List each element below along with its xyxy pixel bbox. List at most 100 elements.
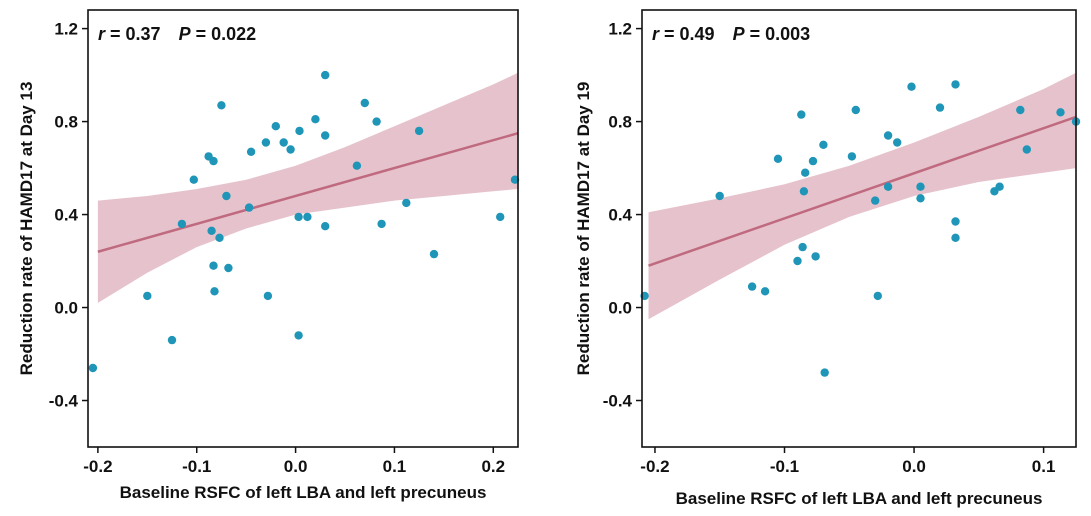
- right-data-point: [798, 242, 807, 252]
- left-stats-annotation: r = 0.37 P = 0.022: [98, 24, 256, 44]
- left-stat-r-label: r: [98, 24, 106, 44]
- right-y-tick-label: 0.0: [608, 299, 632, 318]
- left-x-tick-label: -0.2: [83, 457, 112, 476]
- right-data-point: [715, 191, 724, 201]
- right-y-tick-label: 0.8: [608, 113, 632, 132]
- left-data-point: [372, 117, 381, 126]
- right-y-axis-title: Reduction rate of HAMD17 at Day 19: [574, 82, 593, 376]
- right-data-point: [871, 196, 880, 205]
- left-data-point: [496, 212, 505, 222]
- left-data-point: [279, 138, 288, 147]
- right-data-point: [847, 152, 857, 161]
- right-data-point: [995, 182, 1004, 191]
- right-stat-r-label: r: [652, 24, 660, 44]
- right-x-tick-label: 0.1: [1032, 457, 1056, 476]
- right-data-point: [951, 80, 960, 89]
- right-panel: -0.2 -0.1 0.0 0.1 -0.4 0.0 0.4 0.8 1.2 r = 0.49 P …: [574, 9, 1081, 508]
- left-y-tick-label: 0.8: [54, 113, 78, 132]
- right-stat-p-value: = 0.003: [745, 24, 811, 44]
- left-x-axis-title: Baseline RSFC of left LBA and left precu…: [120, 483, 487, 502]
- left-panel: -0.2 -0.1 0.0 0.1 0.2 -0.4 0.0 0.4 0.8 1.2 r = 0.3…: [17, 9, 520, 502]
- left-data-point: [209, 261, 218, 270]
- right-x-tick-label: 0.0: [902, 457, 926, 476]
- left-x-tick-label: 0.1: [383, 457, 407, 476]
- left-data-point: [207, 226, 216, 235]
- left-data-point: [352, 161, 362, 170]
- right-data-point: [951, 217, 960, 226]
- left-data-point: [311, 115, 320, 124]
- right-y-tick-label: 1.2: [608, 20, 632, 39]
- left-stat-r-value: = 0.37: [105, 24, 161, 44]
- left-data-point: [303, 212, 312, 222]
- left-y-tick-label: 0.4: [54, 206, 78, 225]
- left-data-point: [143, 291, 152, 301]
- right-data-point: [747, 282, 757, 291]
- right-plot-frame: [641, 9, 1077, 448]
- right-data-point: [819, 140, 828, 149]
- left-x-tick-label: 0.2: [481, 457, 505, 476]
- left-y-tick-label: 0.0: [54, 299, 78, 318]
- left-data-point: [88, 363, 98, 373]
- right-regression-line: [648, 115, 1076, 267]
- left-x-tick-label: 0.0: [284, 457, 308, 476]
- right-stat-p-label: P: [733, 24, 746, 44]
- left-data-point: [210, 287, 219, 296]
- right-data-point: [851, 105, 860, 115]
- left-y-axis-title: Reduction rate of HAMD17 at Day 13: [17, 82, 36, 376]
- left-data-point: [286, 145, 295, 154]
- left-stat-p-value: = 0.022: [191, 24, 257, 44]
- right-data-point: [820, 368, 829, 377]
- right-data-point: [799, 187, 809, 196]
- left-data-point: [246, 147, 256, 156]
- left-data-point: [222, 191, 231, 201]
- right-stat-r-value: = 0.49: [659, 24, 715, 44]
- left-data-point: [402, 198, 411, 208]
- right-x-axis-title: Baseline RSFC of left LBA and left precu…: [676, 489, 1043, 508]
- left-data-point: [295, 126, 304, 136]
- left-data-point: [414, 126, 424, 136]
- left-data-point: [271, 122, 280, 131]
- right-data-point: [793, 256, 802, 266]
- right-data-point: [773, 154, 783, 163]
- left-data-point: [177, 219, 187, 229]
- right-data-point: [797, 110, 806, 119]
- left-data-point: [377, 219, 386, 229]
- left-data-point: [167, 335, 177, 345]
- left-data-point: [209, 156, 218, 166]
- left-data-point: [321, 131, 330, 140]
- right-data-point: [883, 182, 893, 191]
- right-data-point: [808, 156, 818, 166]
- right-y-tick-label: 0.4: [608, 206, 632, 225]
- right-data-point: [893, 138, 902, 147]
- right-data-point: [916, 182, 925, 191]
- right-x-tick-label: -0.1: [770, 457, 799, 476]
- left-data-point: [215, 233, 224, 242]
- left-stat-p-label: P: [179, 24, 192, 44]
- right-data-point: [1016, 105, 1025, 115]
- right-data-point: [873, 291, 882, 301]
- left-data-point: [224, 263, 233, 273]
- right-data-point: [1056, 108, 1065, 117]
- left-data-point: [321, 70, 330, 80]
- left-plot-frame: [87, 9, 519, 448]
- left-data-point: [294, 331, 303, 340]
- left-data-point: [360, 98, 369, 108]
- left-data-point: [429, 249, 439, 259]
- right-data-point: [801, 168, 810, 177]
- left-data-point: [263, 291, 273, 301]
- right-y-tick-label: -0.4: [603, 392, 633, 411]
- left-data-point: [244, 203, 254, 212]
- right-confidence-band: [648, 72, 1076, 320]
- right-data-point: [811, 252, 820, 261]
- right-data-point: [907, 82, 916, 91]
- left-confidence-band: [97, 72, 518, 303]
- left-x-tick-label: -0.1: [182, 457, 211, 476]
- right-data-point: [951, 233, 960, 242]
- right-data-point: [935, 103, 945, 112]
- left-data-point: [510, 175, 520, 184]
- right-x-tick-label: -0.2: [640, 457, 669, 476]
- left-data-point: [189, 175, 198, 184]
- right-data-point: [1022, 145, 1031, 154]
